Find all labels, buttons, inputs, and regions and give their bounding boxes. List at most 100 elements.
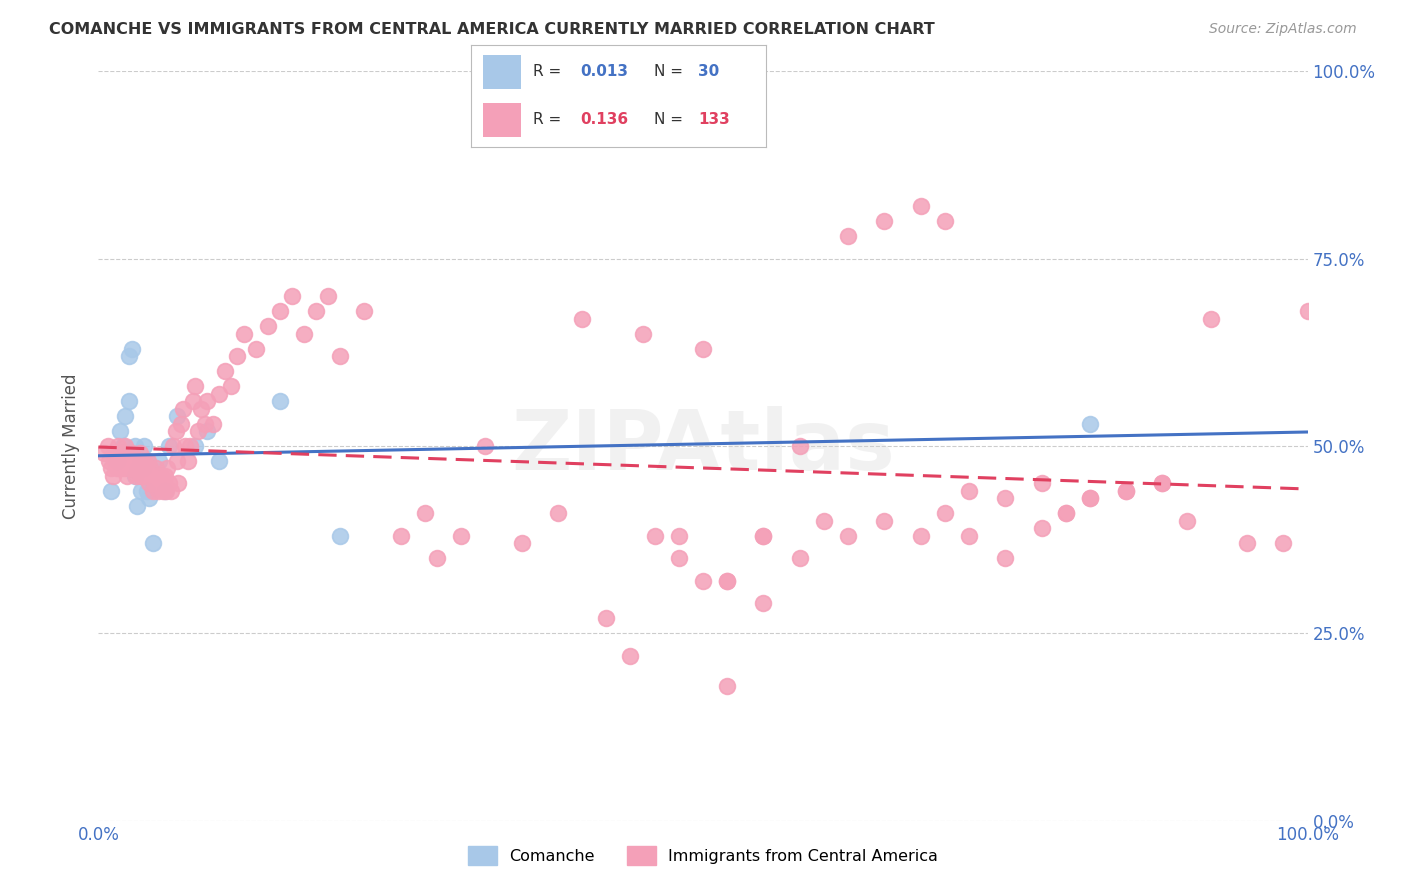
Point [165, 424, 187, 438]
Point [167, 476, 190, 491]
Text: 133: 133 [699, 112, 730, 128]
Point [118, 394, 141, 409]
Text: ZIPAtlas: ZIPAtlas [510, 406, 896, 486]
Point [108, 454, 131, 468]
Point [157, 476, 180, 491]
Point [619, 648, 641, 663]
Point [121, 342, 143, 356]
Point [135, 483, 157, 498]
Point [103, 446, 125, 460]
Point [129, 469, 152, 483]
Point [994, 551, 1017, 566]
Point [1115, 483, 1137, 498]
Point [1199, 311, 1222, 326]
Point [789, 551, 811, 566]
Text: 0.136: 0.136 [581, 112, 628, 128]
Point [134, 439, 156, 453]
Point [1115, 483, 1137, 498]
Point [716, 574, 738, 588]
Point [131, 461, 153, 475]
Bar [482, 103, 522, 137]
Point [1054, 507, 1077, 521]
Point [143, 469, 166, 483]
Text: COMANCHE VS IMMIGRANTS FROM CENTRAL AMERICA CURRENTLY MARRIED CORRELATION CHART: COMANCHE VS IMMIGRANTS FROM CENTRAL AMER… [49, 22, 935, 37]
Point [143, 476, 166, 491]
Point [179, 439, 201, 453]
Point [269, 394, 291, 409]
Point [142, 536, 165, 550]
Point [117, 469, 139, 483]
Point [127, 499, 149, 513]
Point [329, 529, 352, 543]
Point [100, 483, 122, 498]
Point [187, 424, 209, 438]
Point [108, 424, 131, 438]
Point [135, 469, 157, 483]
Point [1175, 514, 1198, 528]
Point [190, 401, 212, 416]
Point [122, 454, 145, 468]
Point [174, 439, 197, 453]
Point [1152, 476, 1174, 491]
Point [1031, 521, 1053, 535]
Point [813, 514, 835, 528]
Point [1054, 507, 1077, 521]
Point [177, 454, 200, 468]
Point [716, 574, 738, 588]
Point [644, 529, 666, 543]
Point [957, 529, 980, 543]
Point [957, 483, 980, 498]
Point [668, 529, 690, 543]
Point [752, 529, 775, 543]
Point [873, 514, 896, 528]
Point [156, 461, 179, 475]
Point [162, 439, 184, 453]
Point [139, 461, 162, 475]
Point [474, 439, 496, 453]
Point [221, 379, 243, 393]
Point [104, 454, 127, 468]
Point [668, 551, 690, 566]
Point [129, 483, 152, 498]
Point [181, 394, 204, 409]
Point [118, 454, 141, 468]
Point [232, 326, 254, 341]
Point [631, 326, 654, 341]
Point [172, 401, 194, 416]
Text: N =: N = [654, 64, 688, 79]
Point [214, 364, 236, 378]
Point [208, 454, 231, 468]
Point [269, 304, 291, 318]
Point [292, 326, 315, 341]
Point [98, 454, 121, 468]
Point [157, 439, 180, 453]
Bar [482, 55, 522, 88]
Point [426, 551, 449, 566]
Point [101, 469, 124, 483]
Point [148, 476, 170, 491]
Point [128, 446, 150, 460]
Point [166, 454, 188, 468]
Point [716, 679, 738, 693]
Text: 0.013: 0.013 [581, 64, 628, 79]
Point [160, 483, 183, 498]
Point [1272, 536, 1295, 550]
Point [124, 439, 146, 453]
Point [93, 446, 115, 460]
Point [256, 319, 278, 334]
Point [153, 469, 176, 483]
Text: 30: 30 [699, 64, 720, 79]
Point [108, 461, 131, 475]
Point [547, 507, 569, 521]
Point [692, 342, 714, 356]
Point [281, 289, 304, 303]
Point [873, 214, 896, 228]
Point [132, 461, 155, 475]
Point [166, 409, 188, 423]
Point [910, 529, 932, 543]
Point [169, 417, 191, 431]
Point [195, 394, 218, 409]
Point [413, 507, 436, 521]
Point [150, 469, 173, 483]
Point [138, 476, 160, 491]
